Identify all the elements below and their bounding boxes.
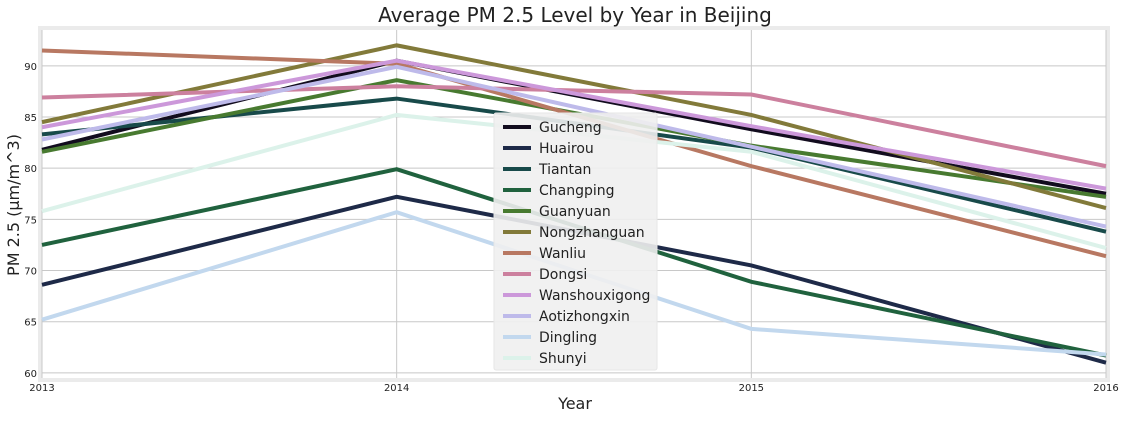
y-tick-label: 80 — [24, 164, 37, 175]
y-tick-label: 60 — [24, 369, 37, 380]
legend-label: Guanyuan — [539, 204, 611, 220]
chart-title: Average PM 2.5 Level by Year in Beijing — [378, 3, 772, 27]
legend — [493, 112, 658, 371]
x-tick-label: 2013 — [29, 383, 54, 394]
legend-label: Huairou — [539, 141, 594, 157]
y-tick-label: 70 — [24, 267, 37, 278]
legend-label: Wanliu — [539, 246, 586, 262]
y-tick-label: 85 — [24, 113, 37, 124]
series-line-dongsi — [41, 84, 1107, 169]
legend-label: Changping — [539, 183, 615, 199]
series-line-nongzhanguan — [41, 43, 1107, 211]
legend-label: Aotizhongxin — [539, 309, 630, 325]
y-tick-label: 75 — [24, 215, 37, 226]
y-tick-label: 65 — [24, 318, 37, 329]
x-tick-label: 2016 — [1093, 383, 1118, 394]
y-tick-label: 90 — [24, 62, 37, 73]
legend-label: Dingling — [539, 330, 597, 346]
x-tick-label: 2014 — [384, 383, 409, 394]
y-axis-label: PM 2.5 (μm/m^3) — [4, 134, 23, 276]
legend-label: Dongsi — [539, 267, 587, 283]
legend-label: Gucheng — [539, 120, 602, 136]
series-line-aotizhongxin — [41, 64, 1107, 229]
x-axis-label: Year — [557, 394, 592, 413]
legend-label: Shunyi — [539, 351, 587, 367]
legend-label: Nongzhanguan — [539, 225, 645, 241]
x-tick-label: 2015 — [739, 383, 764, 394]
legend-label: Tiantan — [538, 162, 591, 178]
series-line-wanshouxigong — [41, 58, 1107, 191]
legend-label: Wanshouxigong — [539, 288, 650, 304]
